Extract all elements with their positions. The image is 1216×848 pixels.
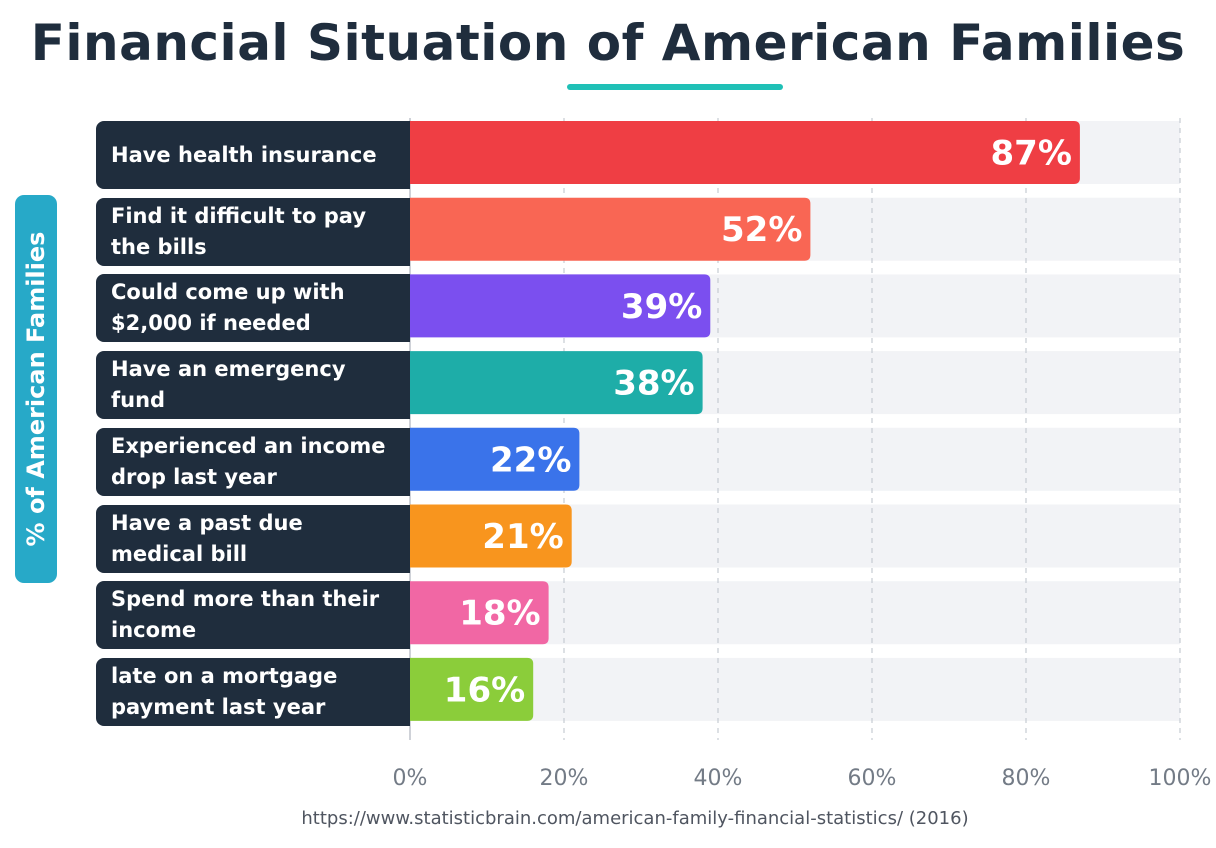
bar xyxy=(410,351,703,415)
source-citation: https://www.statisticbrain.com/american-… xyxy=(301,808,969,829)
bar xyxy=(410,427,580,491)
title-underline xyxy=(567,84,783,90)
bar-value-label: 16% xyxy=(444,670,525,710)
bar-value-label: 21% xyxy=(482,517,563,557)
category-label-box: Spend more than their income xyxy=(96,581,410,650)
category-label-box: Have a past due medical bill xyxy=(96,504,410,573)
category-label: Have a past due medical bill xyxy=(111,510,303,566)
category-label: Have health insurance xyxy=(111,142,377,167)
category-label-box: Find it difficult to pay the bills xyxy=(96,197,410,266)
category-label-box: Experienced an income drop last year xyxy=(96,427,410,496)
bar xyxy=(410,121,1080,184)
value-labels: 87% 52% 39% 38% 22% 21% 18% 16% xyxy=(444,134,1072,711)
x-tick-label: 0% xyxy=(393,766,428,791)
bar-value-label: 39% xyxy=(621,287,702,327)
bars xyxy=(410,121,1080,721)
x-tick-label: 20% xyxy=(540,766,589,791)
category-label: Find it difficult to pay the bills xyxy=(111,203,367,259)
category-label: Experienced an income drop last year xyxy=(111,433,386,489)
bar xyxy=(410,197,811,261)
x-tick-label: 40% xyxy=(694,766,743,791)
bar xyxy=(410,274,711,338)
x-tick-label: 80% xyxy=(1002,766,1051,791)
y-axis-label-pill xyxy=(15,195,57,583)
category-label: Could come up with $2,000 if needed xyxy=(111,280,345,336)
category-label-box: late on a mortgage payment last year xyxy=(96,657,410,726)
bar-value-label: 18% xyxy=(459,594,540,634)
category-label-box: Have an emergency fund xyxy=(96,351,410,420)
bar xyxy=(410,581,549,645)
bar xyxy=(410,504,572,568)
bar xyxy=(410,657,534,721)
chart-title: Financial Situation of American Families xyxy=(30,14,1186,72)
bar-value-label: 22% xyxy=(490,440,571,480)
category-label-box: Could come up with $2,000 if needed xyxy=(96,274,410,343)
x-tick-label: 60% xyxy=(848,766,897,791)
category-label: Spend more than their income xyxy=(111,587,380,643)
bar-track xyxy=(410,657,1180,721)
category-label-box: Have health insurance xyxy=(96,121,410,189)
category-label: late on a mortgage payment last year xyxy=(111,663,338,719)
bar-value-label: 38% xyxy=(613,364,694,404)
category-label: Have an emergency fund xyxy=(111,357,346,413)
bar-value-label: 52% xyxy=(721,210,802,250)
x-axis-ticks: 0% 20% 40% 60% 80% 100% xyxy=(393,766,1212,791)
x-tick-label: 100% xyxy=(1149,766,1212,791)
bar-value-label: 87% xyxy=(991,134,1072,174)
